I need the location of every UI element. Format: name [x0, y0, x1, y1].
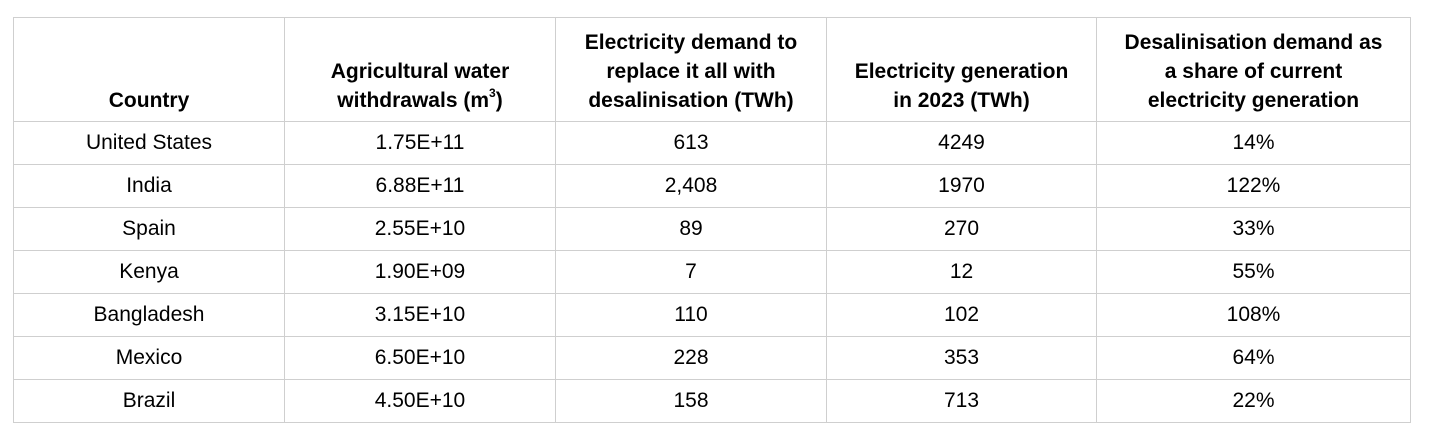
header-row: Country Agricultural water withdrawals (… [13, 17, 1411, 122]
cell-country: India [13, 164, 285, 208]
cell-electricity-demand: 158 [555, 379, 827, 423]
table-row: Kenya 1.90E+09 7 12 55% [13, 250, 1411, 294]
cell-desalinisation-share: 55% [1096, 250, 1411, 294]
cell-desalinisation-share: 22% [1096, 379, 1411, 423]
data-table: Country Agricultural water withdrawals (… [13, 17, 1411, 423]
cell-agricultural-water: 4.50E+10 [284, 379, 556, 423]
header-country: Country [13, 17, 285, 122]
cell-agricultural-water: 1.75E+11 [284, 121, 556, 165]
table-row: Spain 2.55E+10 89 270 33% [13, 207, 1411, 251]
cell-agricultural-water: 3.15E+10 [284, 293, 556, 337]
cell-electricity-demand: 7 [555, 250, 827, 294]
header-agricultural-water: Agricultural water withdrawals (m3) [284, 17, 556, 122]
cell-country: Kenya [13, 250, 285, 294]
cell-electricity-generation: 102 [826, 293, 1097, 337]
cell-desalinisation-share: 122% [1096, 164, 1411, 208]
cell-electricity-demand: 613 [555, 121, 827, 165]
cell-electricity-demand: 228 [555, 336, 827, 380]
cell-electricity-demand: 2,408 [555, 164, 827, 208]
cell-agricultural-water: 6.88E+11 [284, 164, 556, 208]
table-row: Brazil 4.50E+10 158 713 22% [13, 379, 1411, 423]
cell-country: United States [13, 121, 285, 165]
cell-country: Brazil [13, 379, 285, 423]
cell-agricultural-water: 6.50E+10 [284, 336, 556, 380]
table-row: United States 1.75E+11 613 4249 14% [13, 121, 1411, 165]
cell-electricity-demand: 110 [555, 293, 827, 337]
cell-electricity-generation: 270 [826, 207, 1097, 251]
cell-country: Mexico [13, 336, 285, 380]
cell-desalinisation-share: 14% [1096, 121, 1411, 165]
header-desalinisation-share: Desalinisation demand as a share of curr… [1096, 17, 1411, 122]
table-row: India 6.88E+11 2,408 1970 122% [13, 164, 1411, 208]
table-row: Bangladesh 3.15E+10 110 102 108% [13, 293, 1411, 337]
cell-agricultural-water: 1.90E+09 [284, 250, 556, 294]
cell-agricultural-water: 2.55E+10 [284, 207, 556, 251]
cell-electricity-demand: 89 [555, 207, 827, 251]
cell-country: Spain [13, 207, 285, 251]
cell-electricity-generation: 713 [826, 379, 1097, 423]
cell-electricity-generation: 4249 [826, 121, 1097, 165]
header-electricity-demand: Electricity demand to replace it all wit… [555, 17, 827, 122]
table-body: United States 1.75E+11 613 4249 14% India 6.88… [13, 121, 1411, 423]
cell-desalinisation-share: 64% [1096, 336, 1411, 380]
cell-desalinisation-share: 108% [1096, 293, 1411, 337]
cell-electricity-generation: 1970 [826, 164, 1097, 208]
header-electricity-generation: Electricity generation in 2023 (TWh) [826, 17, 1097, 122]
table-row: Mexico 6.50E+10 228 353 64% [13, 336, 1411, 380]
cell-country: Bangladesh [13, 293, 285, 337]
cell-electricity-generation: 353 [826, 336, 1097, 380]
cell-electricity-generation: 12 [826, 250, 1097, 294]
cell-desalinisation-share: 33% [1096, 207, 1411, 251]
